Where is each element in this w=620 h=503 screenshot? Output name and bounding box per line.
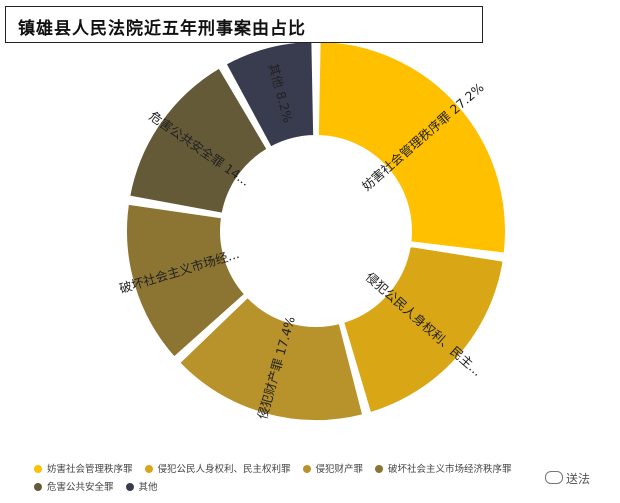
- watermark: 送法: [545, 470, 590, 487]
- legend-swatch-5: [34, 483, 42, 491]
- legend-item-6: 其他: [125, 479, 158, 493]
- legend-item-3: 侵犯财产罪: [302, 461, 364, 475]
- legend-label-1: 妨害社会管理秩序罪: [47, 464, 133, 475]
- title-box: 镇雄县人民法院近五年刑事案由占比: [5, 6, 483, 43]
- donut-slice-3: [178, 295, 365, 422]
- legend: 妨害社会管理秩序罪 侵犯公民人身权利、民主权利罪 侵犯财产罪 破坏社会主义市场经济秩序…: [34, 461, 604, 497]
- legend-label-4: 破坏社会主义市场经济秩序罪: [388, 464, 512, 475]
- donut-slice-1: [316, 40, 508, 255]
- legend-item-1: 妨害社会管理秩序罪: [34, 461, 133, 475]
- watermark-text: 送法: [566, 472, 591, 486]
- donut-slice-4: [125, 202, 247, 359]
- legend-swatch-2: [144, 465, 153, 473]
- legend-label-3: 侵犯财产罪: [315, 464, 364, 475]
- chart-title: 镇雄县人民法院近五年刑事案由占比: [18, 19, 306, 39]
- legend-item-5: 危害公共安全罪: [34, 479, 114, 493]
- legend-item-4: 破坏社会主义市场经济秩序罪: [375, 461, 512, 475]
- legend-item-2: 侵犯公民人身权利、民主权利罪: [144, 461, 291, 475]
- legend-swatch-3: [302, 465, 311, 473]
- legend-swatch-1: [34, 465, 42, 473]
- legend-label-5: 危害公共安全罪: [47, 482, 114, 493]
- legend-swatch-4: [375, 465, 384, 473]
- wechat-icon: [545, 471, 563, 484]
- legend-label-6: 其他: [138, 482, 158, 493]
- donut-slice-5: [128, 66, 269, 215]
- legend-label-2: 侵犯公民人身权利、民主权利罪: [157, 464, 291, 475]
- legend-swatch-6: [125, 483, 134, 491]
- donut-slice-2: [342, 244, 505, 415]
